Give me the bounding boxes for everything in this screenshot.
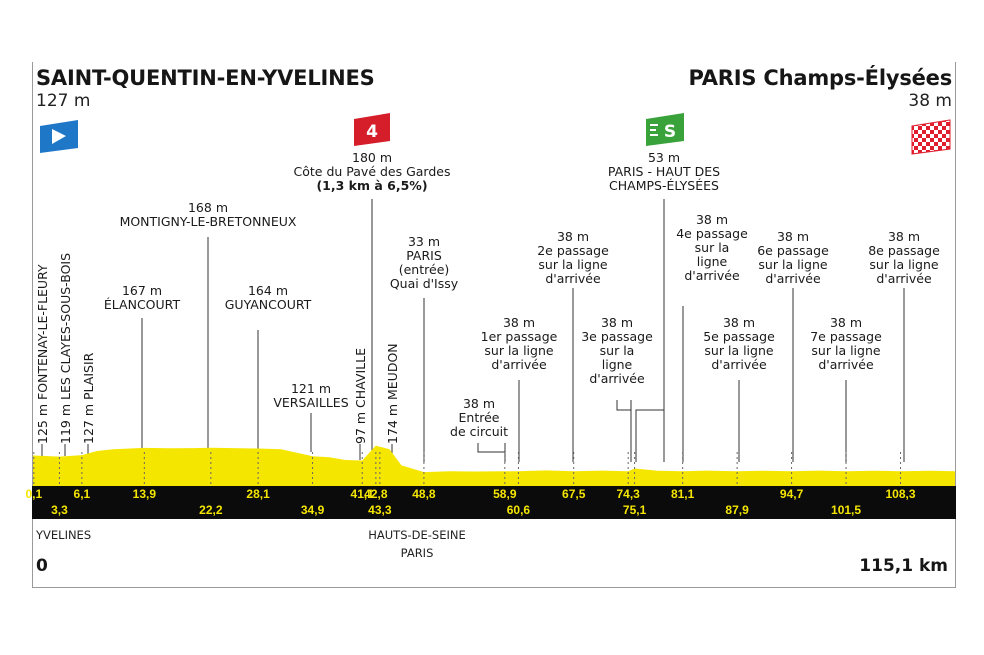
- km-marker-top-11: 94,7: [779, 487, 804, 501]
- start-flag-icon: [40, 120, 78, 153]
- waypoint-montigny: 168 m MONTIGNY-LE-BRETONNEUX: [119, 200, 297, 229]
- leader-elbow-0: [477, 443, 506, 462]
- leader-elbow-1: [616, 400, 632, 462]
- sprint-icon: S: [646, 113, 684, 146]
- waypoint-passage-8: 38 m 8e passage sur la ligne d'arrivée: [868, 229, 940, 286]
- region-paris: PARIS: [400, 546, 434, 560]
- km-marker-top-7: 58,9: [493, 487, 517, 501]
- waypoint-passage-5: 38 m 5e passage sur la ligne d'arrivée: [703, 315, 775, 372]
- leader-lines: [41, 199, 905, 462]
- waypoint-haut-champs: 53 m PARIS - HAUT DES CHAMPS-ÉLYSÉES: [607, 150, 721, 193]
- km-marker-top-9: 74,3: [616, 487, 640, 501]
- checkered-flag-icon: [911, 119, 951, 155]
- km-marker-top-8: 67,5: [562, 487, 586, 501]
- distance-start: 0: [36, 556, 48, 576]
- climb-category-text: 4: [366, 122, 378, 142]
- km-marker-bottom-4: 60,6: [506, 503, 531, 517]
- start-altitude: 127 m: [36, 91, 91, 111]
- km-marker-top-0: 0,1: [25, 487, 43, 501]
- km-marker-bottom-7: 101,5: [831, 503, 862, 517]
- km-band: [32, 486, 956, 519]
- waypoint-passage-3: 38 m 3e passage sur la ligne d'arrivée: [581, 315, 653, 386]
- km-marker-bottom-2: 34,9: [300, 503, 325, 517]
- distance-total: 115,1 km: [859, 556, 948, 576]
- waypoint-plaisir: 127 m PLAISIR: [81, 352, 96, 444]
- waypoint-passage-1: 38 m 1er passage sur la ligne d'arrivée: [480, 315, 558, 372]
- km-marker-top-10: 81,1: [670, 487, 695, 501]
- waypoint-chaville: 97 m CHAVILLE: [353, 348, 368, 444]
- elevation-area: [33, 445, 955, 486]
- km-marker-bottom-5: 75,1: [622, 503, 647, 517]
- waypoint-meudon: 174 m MEUDON: [385, 343, 400, 444]
- climb-cat4-icon: 4: [354, 113, 390, 146]
- waypoint-elancourt: 167 m ÉLANCOURT: [103, 283, 181, 312]
- waypoint-versailles: 121 m VERSAILLES: [273, 381, 349, 410]
- km-marker-top-3: 28,1: [246, 487, 270, 501]
- leader-elbow-2: [635, 199, 665, 462]
- km-marker-top-5: 42,8: [364, 487, 388, 501]
- waypoint-entree-circuit: 38 m Entrée de circuit: [450, 396, 508, 439]
- km-marker-top-2: 13,9: [132, 487, 157, 501]
- km-dash-lines: [33, 452, 902, 486]
- km-marker-bottom-3: 43,3: [368, 503, 392, 517]
- waypoint-passage-4: 38 m 4e passage sur la ligne d'arrivée: [676, 212, 748, 283]
- finish-altitude: 38 m: [908, 91, 952, 111]
- waypoint-passage-2: 38 m 2e passage sur la ligne d'arrivée: [537, 229, 609, 286]
- km-marker-top-6: 48,8: [412, 487, 436, 501]
- frame-bottom-border: [32, 587, 956, 588]
- profile-frame: [32, 62, 956, 588]
- finish-title: PARIS Champs-Élysées: [688, 66, 952, 90]
- sprint-text: S: [664, 122, 676, 142]
- waypoint-clayes: 119 m LES CLAYES-SOUS-BOIS: [58, 252, 73, 444]
- km-marker-bottom-1: 22,2: [199, 503, 223, 517]
- start-title: SAINT-QUENTIN-EN-YVELINES: [36, 66, 375, 90]
- km-marker-top-4: 41,1: [350, 487, 374, 501]
- km-marker-top-12: 108,3: [885, 487, 916, 501]
- frame-right-border: [955, 62, 956, 588]
- frame-left-border: [32, 62, 33, 588]
- waypoint-paris-entree: 33 m PARIS (entrée) Quai d'Issy: [389, 234, 459, 291]
- km-marker-top-1: 6,1: [73, 487, 91, 501]
- region-yvelines: YVELINES: [36, 528, 92, 542]
- waypoint-guyancourt: 164 m GUYANCOURT: [224, 283, 312, 312]
- waypoint-cote-pave: 180 m Côte du Pavé des Gardes (1,3 km à 6,…: [293, 150, 451, 193]
- km-marker-bottom-0: 3,3: [51, 503, 68, 517]
- waypoint-passage-7: 38 m 7e passage sur la ligne d'arrivée: [810, 315, 882, 372]
- region-hauts-de-seine: HAUTS-DE-SEINE: [368, 528, 466, 542]
- waypoint-fontenay: 125 m FONTENAY-LE-FLEURY: [35, 264, 50, 444]
- km-marker-bottom-6: 87,9: [725, 503, 749, 517]
- waypoint-passage-6: 38 m 6e passage sur la ligne d'arrivée: [757, 229, 829, 286]
